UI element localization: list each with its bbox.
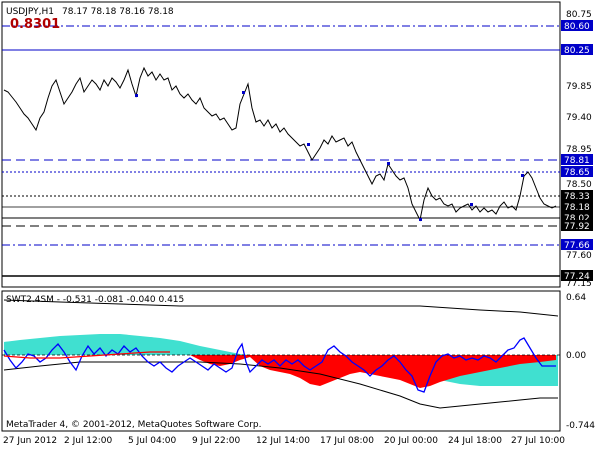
time-label: 20 Jul 00:00 (384, 436, 438, 446)
price-tick: 79.40 (566, 113, 592, 123)
price-tag-label: 78.33 (564, 192, 590, 202)
time-label: 24 Jul 18:00 (448, 436, 502, 446)
price-tag-label: 78.65 (564, 168, 590, 178)
indicator-tick: 0.00 (566, 351, 586, 361)
red-area (190, 355, 556, 388)
time-label: 5 Jul 04:00 (128, 436, 177, 446)
price-tag-box (561, 201, 593, 212)
price-tick: 77.60 (566, 251, 592, 261)
symbol-label: USDJPY,H1 (6, 7, 54, 17)
price-tag-box (561, 190, 593, 201)
price-tag-box (561, 270, 593, 281)
price-tag-box (561, 212, 593, 223)
price-tag-label: 80.25 (564, 46, 590, 56)
time-label: 2 Jul 12:00 (64, 436, 113, 446)
time-axis[interactable]: 27 Jun 2012 2 Jul 12:00 5 Jul 04:00 9 Ju… (3, 436, 565, 446)
price-tag-label: 78.18 (564, 203, 590, 213)
indicator-axis[interactable]: 0.64 0.00 -0.744 (566, 293, 595, 431)
price-tag-label: 77.92 (564, 222, 590, 232)
time-label: 12 Jul 14:00 (256, 436, 310, 446)
price-tags: 80.60 80.25 78.81 78.65 78.3378.1878.0277.92… (561, 20, 593, 282)
price-tag-label: 77.24 (564, 272, 590, 282)
price-tag-box (561, 20, 593, 31)
indicator-tick: -0.744 (566, 421, 595, 431)
upper-envelope (3, 299, 559, 317)
price-tick: 78.95 (566, 145, 592, 155)
value-readout: 0.8301 (10, 17, 60, 32)
blue-oscillator (3, 337, 556, 393)
price-tag-box (561, 239, 593, 250)
time-label: 17 Jul 08:00 (320, 436, 374, 446)
price-axis[interactable]: 80.75 79.85 79.40 78.95 78.50 77.60 77.1… (566, 10, 592, 289)
indicator-title: SWT2.4SM - -0.531 -0.081 -0.040 0.415 (6, 295, 184, 305)
time-label: 27 Jul 10:00 (511, 436, 565, 446)
price-markers (135, 91, 524, 221)
price-tag-label: 80.60 (564, 22, 590, 32)
price-tag-box (561, 44, 593, 55)
price-tick: 79.85 (566, 82, 592, 92)
horizontal-lines (2, 25, 560, 277)
price-tag-box (561, 166, 593, 177)
indicator-tick: 0.64 (566, 293, 586, 303)
time-label: 27 Jun 2012 (3, 436, 57, 446)
price-tag-label: 78.81 (564, 156, 590, 166)
red-small-line (3, 351, 170, 359)
price-tick: 78.50 (566, 180, 592, 190)
price-series (3, 66, 557, 222)
main-chart-pane[interactable] (1, 1, 561, 288)
ohlc-readout: 78.17 78.18 78.16 78.18 (62, 7, 174, 17)
price-tick: 80.75 (566, 10, 592, 20)
price-tag-box (561, 154, 593, 165)
price-tag-box (561, 220, 593, 231)
copyright-label: MetaTrader 4, © 2001-2012, MetaQuotes So… (6, 420, 262, 430)
price-tag-label: 78.02 (564, 214, 590, 224)
time-label: 9 Jul 22:00 (192, 436, 241, 446)
price-tag-label: 77.66 (564, 241, 590, 251)
lower-envelope (3, 361, 558, 409)
price-tick: 77.15 (566, 279, 592, 289)
indicator-plot (2, 299, 560, 409)
